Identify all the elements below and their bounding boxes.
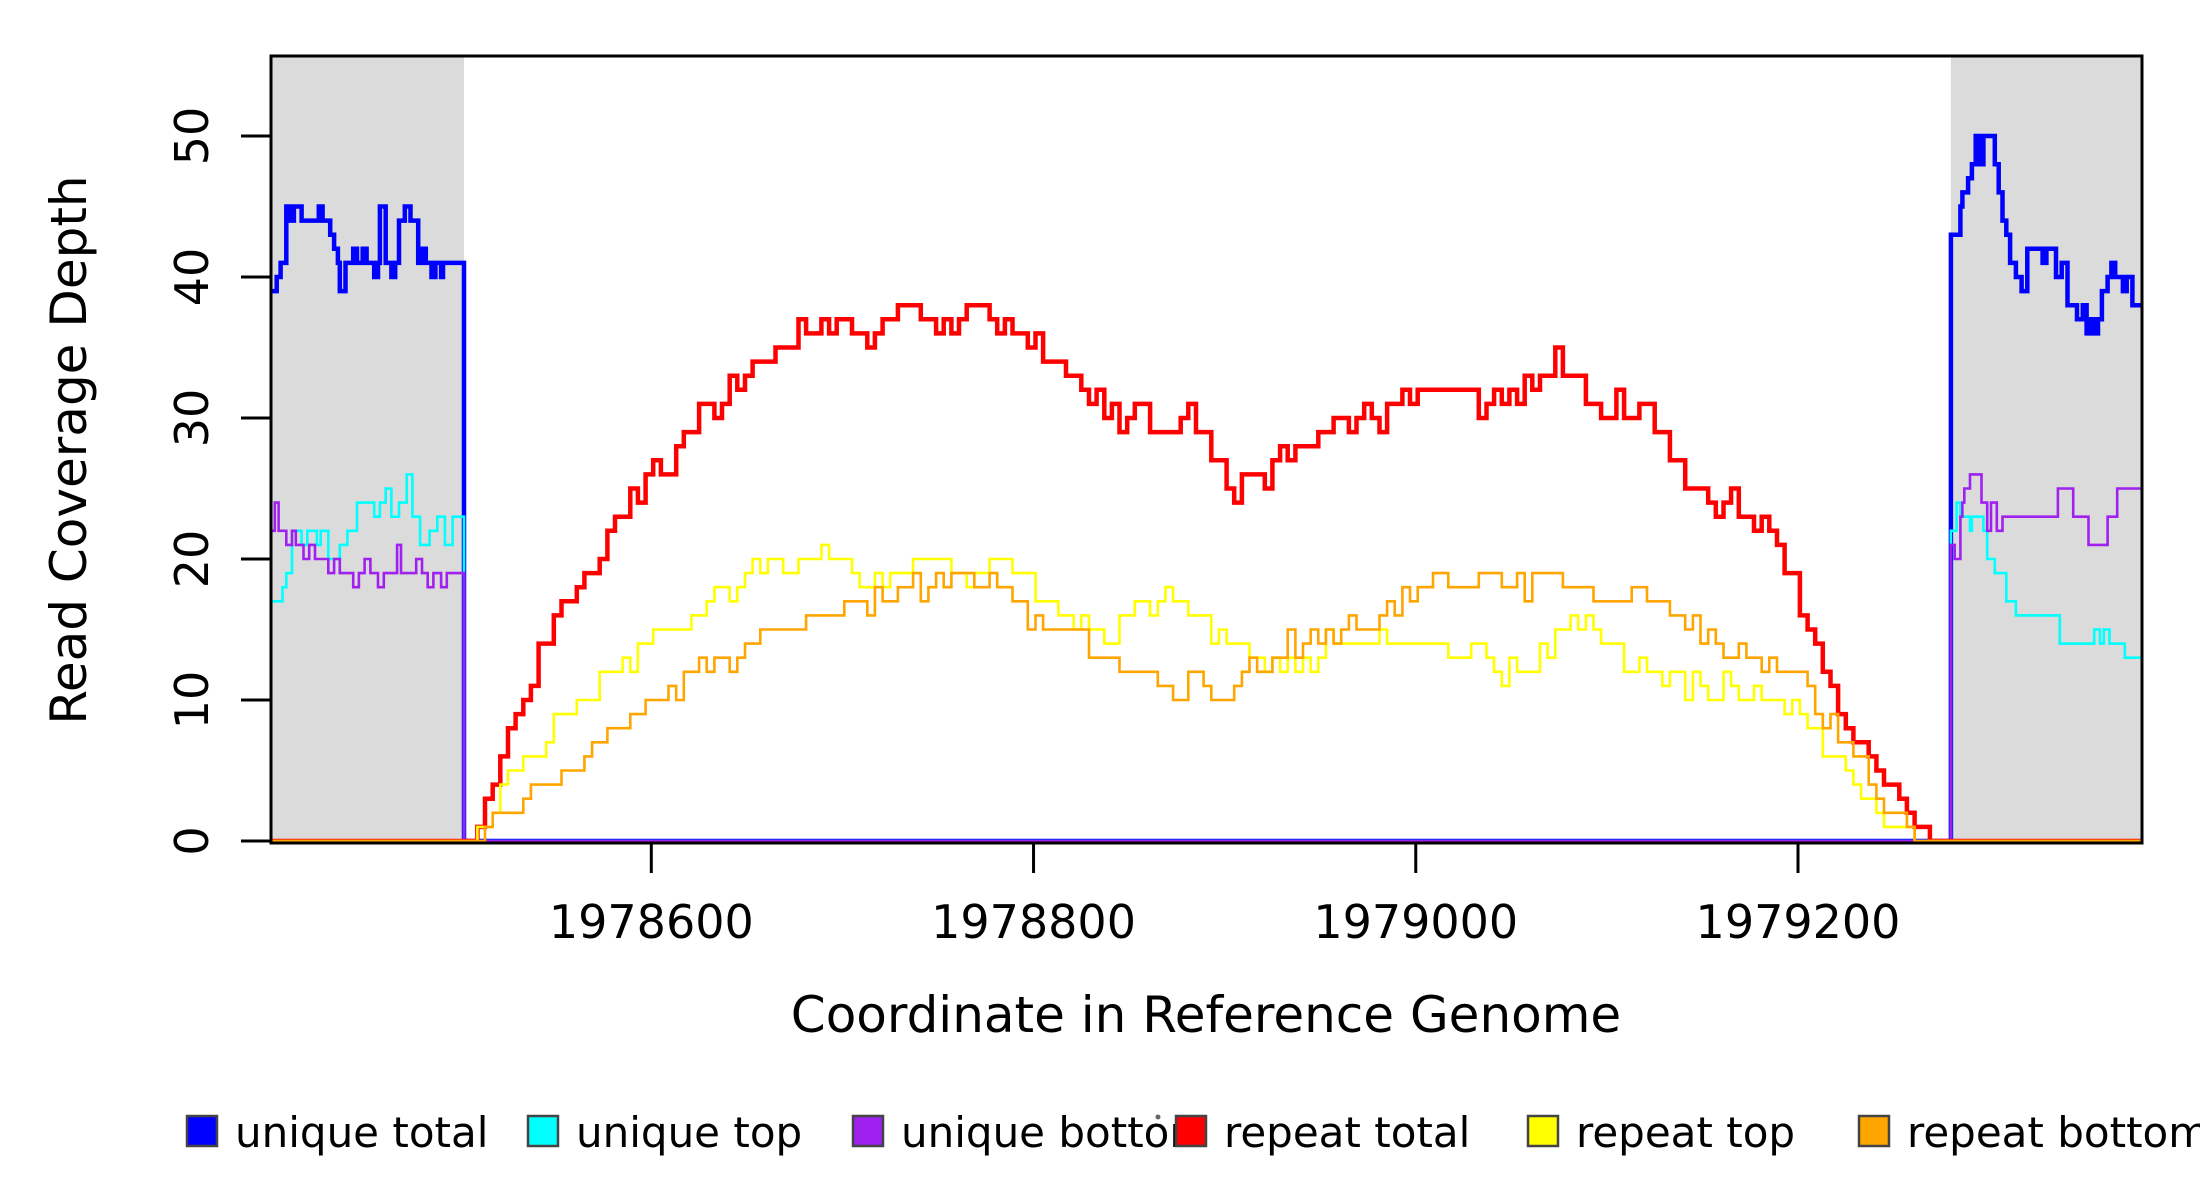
x-tick-label: 1978600 bbox=[549, 895, 754, 949]
shaded-region-left bbox=[271, 57, 465, 843]
legend-label: unique bottom bbox=[901, 1108, 1210, 1157]
legend-label: repeat bottom bbox=[1907, 1108, 2200, 1157]
legend-item-repeat-total: repeat total bbox=[1174, 1108, 1470, 1157]
series-line-repeat-total bbox=[271, 302, 2142, 844]
y-tick-label: 50 bbox=[165, 107, 219, 166]
y-tick-label: 30 bbox=[165, 389, 219, 448]
series-line-unique-top bbox=[271, 473, 2142, 843]
legend-swatch-6 bbox=[1857, 1114, 1891, 1148]
shaded-region-right bbox=[1950, 57, 2142, 843]
legend-label: unique total bbox=[235, 1108, 488, 1157]
legend-item-repeat-top: repeat top bbox=[1526, 1108, 1795, 1157]
y-tick-label: 10 bbox=[165, 671, 219, 730]
y-tick-label: 0 bbox=[165, 826, 219, 855]
x-tick-label: 1979200 bbox=[1696, 895, 1901, 949]
legend-swatch-3 bbox=[851, 1114, 885, 1148]
series-line-repeat-bottom bbox=[271, 571, 2142, 843]
legend-item-unique-total: unique total bbox=[185, 1108, 488, 1157]
legend-label: unique top bbox=[576, 1108, 802, 1157]
y-tick-label: 20 bbox=[165, 530, 219, 589]
series-lines bbox=[271, 133, 2142, 844]
y-axis-title: Read Coverage Depth bbox=[40, 175, 98, 724]
x-tick-label: 1978800 bbox=[931, 895, 1136, 949]
legend-swatch-5 bbox=[1526, 1114, 1560, 1148]
legend-swatch-2 bbox=[526, 1114, 560, 1148]
x-tick-label: 1979000 bbox=[1313, 895, 1518, 949]
legend-label: repeat top bbox=[1576, 1108, 1795, 1157]
x-axis-title: Coordinate in Reference Genome bbox=[791, 986, 1621, 1044]
legend-item-repeat-bottom: repeat bottom bbox=[1857, 1108, 2200, 1157]
legend-item-unique-top: unique top bbox=[526, 1108, 802, 1157]
series-line-unique-total bbox=[271, 133, 2142, 844]
legend: unique total unique top unique bottom repea… bbox=[185, 1108, 2200, 1157]
axes: 1978600 1978800 1979000 1979200 0 10 20 30 40 50 bbox=[165, 107, 1900, 949]
stray-mark bbox=[1155, 1114, 1161, 1120]
legend-swatch-4 bbox=[1174, 1114, 1208, 1148]
plot-border bbox=[269, 54, 2144, 845]
series-line-repeat-top bbox=[271, 543, 2142, 843]
series-line-unique-bottom bbox=[271, 473, 2142, 843]
y-tick-label: 40 bbox=[165, 248, 219, 307]
shaded-unique-regions bbox=[271, 57, 2142, 843]
legend-label: repeat total bbox=[1224, 1108, 1470, 1157]
legend-swatch-1 bbox=[185, 1114, 219, 1148]
